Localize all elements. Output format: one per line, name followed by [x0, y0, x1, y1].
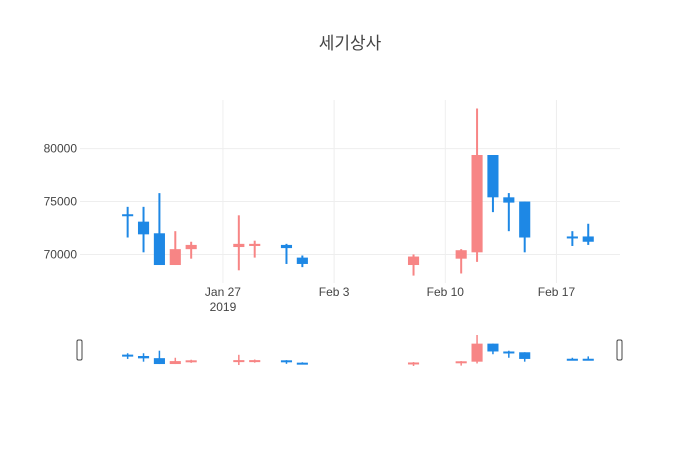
candle[interactable]: [280, 243, 293, 264]
candle-body: [296, 257, 308, 264]
chart-title: 세기상사: [319, 34, 382, 54]
candle[interactable]: [582, 223, 594, 245]
candle[interactable]: [249, 240, 261, 258]
candle[interactable]: [137, 206, 150, 253]
slider-candle: [487, 343, 499, 355]
slider-candle-body: [487, 343, 499, 352]
slider-candle: [503, 350, 515, 358]
slider-candle: [519, 352, 531, 362]
y-tick-label: 70000: [44, 247, 78, 261]
slider-candle: [455, 361, 467, 366]
slider-candle-body: [185, 360, 197, 363]
candle-body: [487, 155, 499, 198]
candle[interactable]: [503, 193, 515, 232]
candle[interactable]: [169, 231, 181, 266]
slider-candle: [169, 357, 181, 365]
candle-body: [519, 201, 531, 238]
x-gridlines: [222, 100, 557, 283]
candle-body: [233, 243, 245, 248]
range-slider-right-handle[interactable]: [616, 339, 623, 361]
candle[interactable]: [122, 206, 134, 238]
candle-body: [249, 243, 261, 246]
candle[interactable]: [455, 249, 467, 274]
candle-body: [455, 250, 467, 259]
candle[interactable]: [185, 241, 197, 259]
slider-candle: [280, 360, 293, 364]
range-slider[interactable]: [76, 335, 623, 366]
slider-candle-body: [249, 360, 261, 363]
slider-candle-body: [296, 362, 308, 365]
y-tick-label: 80000: [44, 142, 78, 156]
x-tick-label: Feb 17: [538, 285, 576, 299]
candle[interactable]: [566, 231, 578, 246]
x-tick-sublabel: 2019: [210, 300, 237, 314]
slider-candle: [122, 353, 134, 359]
slider-candle: [249, 359, 261, 363]
x-tick-label: Feb 3: [319, 285, 350, 299]
candle-body: [503, 197, 515, 203]
slider-candle-body: [519, 352, 531, 359]
slider-candle-body: [233, 360, 245, 363]
slider-candle-body: [566, 358, 578, 361]
slider-candle-body: [122, 354, 134, 357]
candle[interactable]: [487, 155, 499, 213]
candle[interactable]: [407, 254, 420, 276]
candle-body: [169, 249, 181, 266]
candle-body: [137, 221, 150, 235]
y-axis-ticks: 70000 75000 80000: [44, 142, 78, 262]
slider-candle-body: [280, 360, 293, 363]
candle-body: [566, 236, 578, 239]
slider-candle: [153, 350, 165, 365]
x-tick-label: Jan 27: [205, 285, 241, 299]
slider-candle: [296, 362, 308, 365]
slider-candle: [137, 353, 150, 362]
slider-candle-body: [455, 361, 467, 364]
candle-body: [185, 244, 197, 250]
slider-candle-body: [471, 343, 483, 362]
candle[interactable]: [153, 193, 165, 266]
candle[interactable]: [519, 201, 531, 253]
slider-candle-body: [503, 351, 515, 354]
slider-candle-body: [169, 361, 181, 365]
candles: [122, 108, 594, 276]
candle-body: [471, 155, 483, 253]
x-tick-label: Feb 10: [427, 285, 465, 299]
y-tick-label: 75000: [44, 195, 78, 209]
slider-candle: [185, 359, 197, 363]
candle[interactable]: [233, 215, 245, 271]
candle-body: [582, 236, 594, 242]
candle[interactable]: [296, 255, 308, 268]
candle-body: [122, 214, 134, 217]
slider-candle: [407, 362, 420, 366]
candle-body: [153, 233, 165, 266]
slider-candle: [233, 354, 245, 366]
slider-candle: [582, 356, 594, 361]
candle-body: [407, 256, 420, 266]
slider-candle: [471, 335, 483, 364]
slider-candle-body: [137, 355, 150, 359]
slider-candle-body: [582, 358, 594, 361]
candle-body: [280, 244, 293, 249]
slider-candle-body: [153, 358, 165, 365]
candle[interactable]: [471, 108, 483, 262]
slider-candle: [566, 357, 578, 361]
range-slider-left-handle[interactable]: [76, 339, 83, 361]
slider-candle-body: [407, 362, 420, 365]
